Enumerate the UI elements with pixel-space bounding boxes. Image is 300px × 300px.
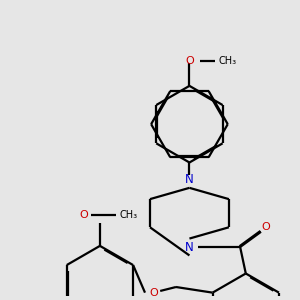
Text: O: O (261, 222, 270, 232)
Text: O: O (185, 56, 194, 65)
Text: O: O (149, 288, 158, 298)
Text: CH₃: CH₃ (120, 210, 138, 220)
Text: CH₃: CH₃ (219, 56, 237, 65)
Text: N: N (185, 173, 194, 186)
Text: O: O (80, 210, 88, 220)
Text: N: N (185, 241, 194, 254)
